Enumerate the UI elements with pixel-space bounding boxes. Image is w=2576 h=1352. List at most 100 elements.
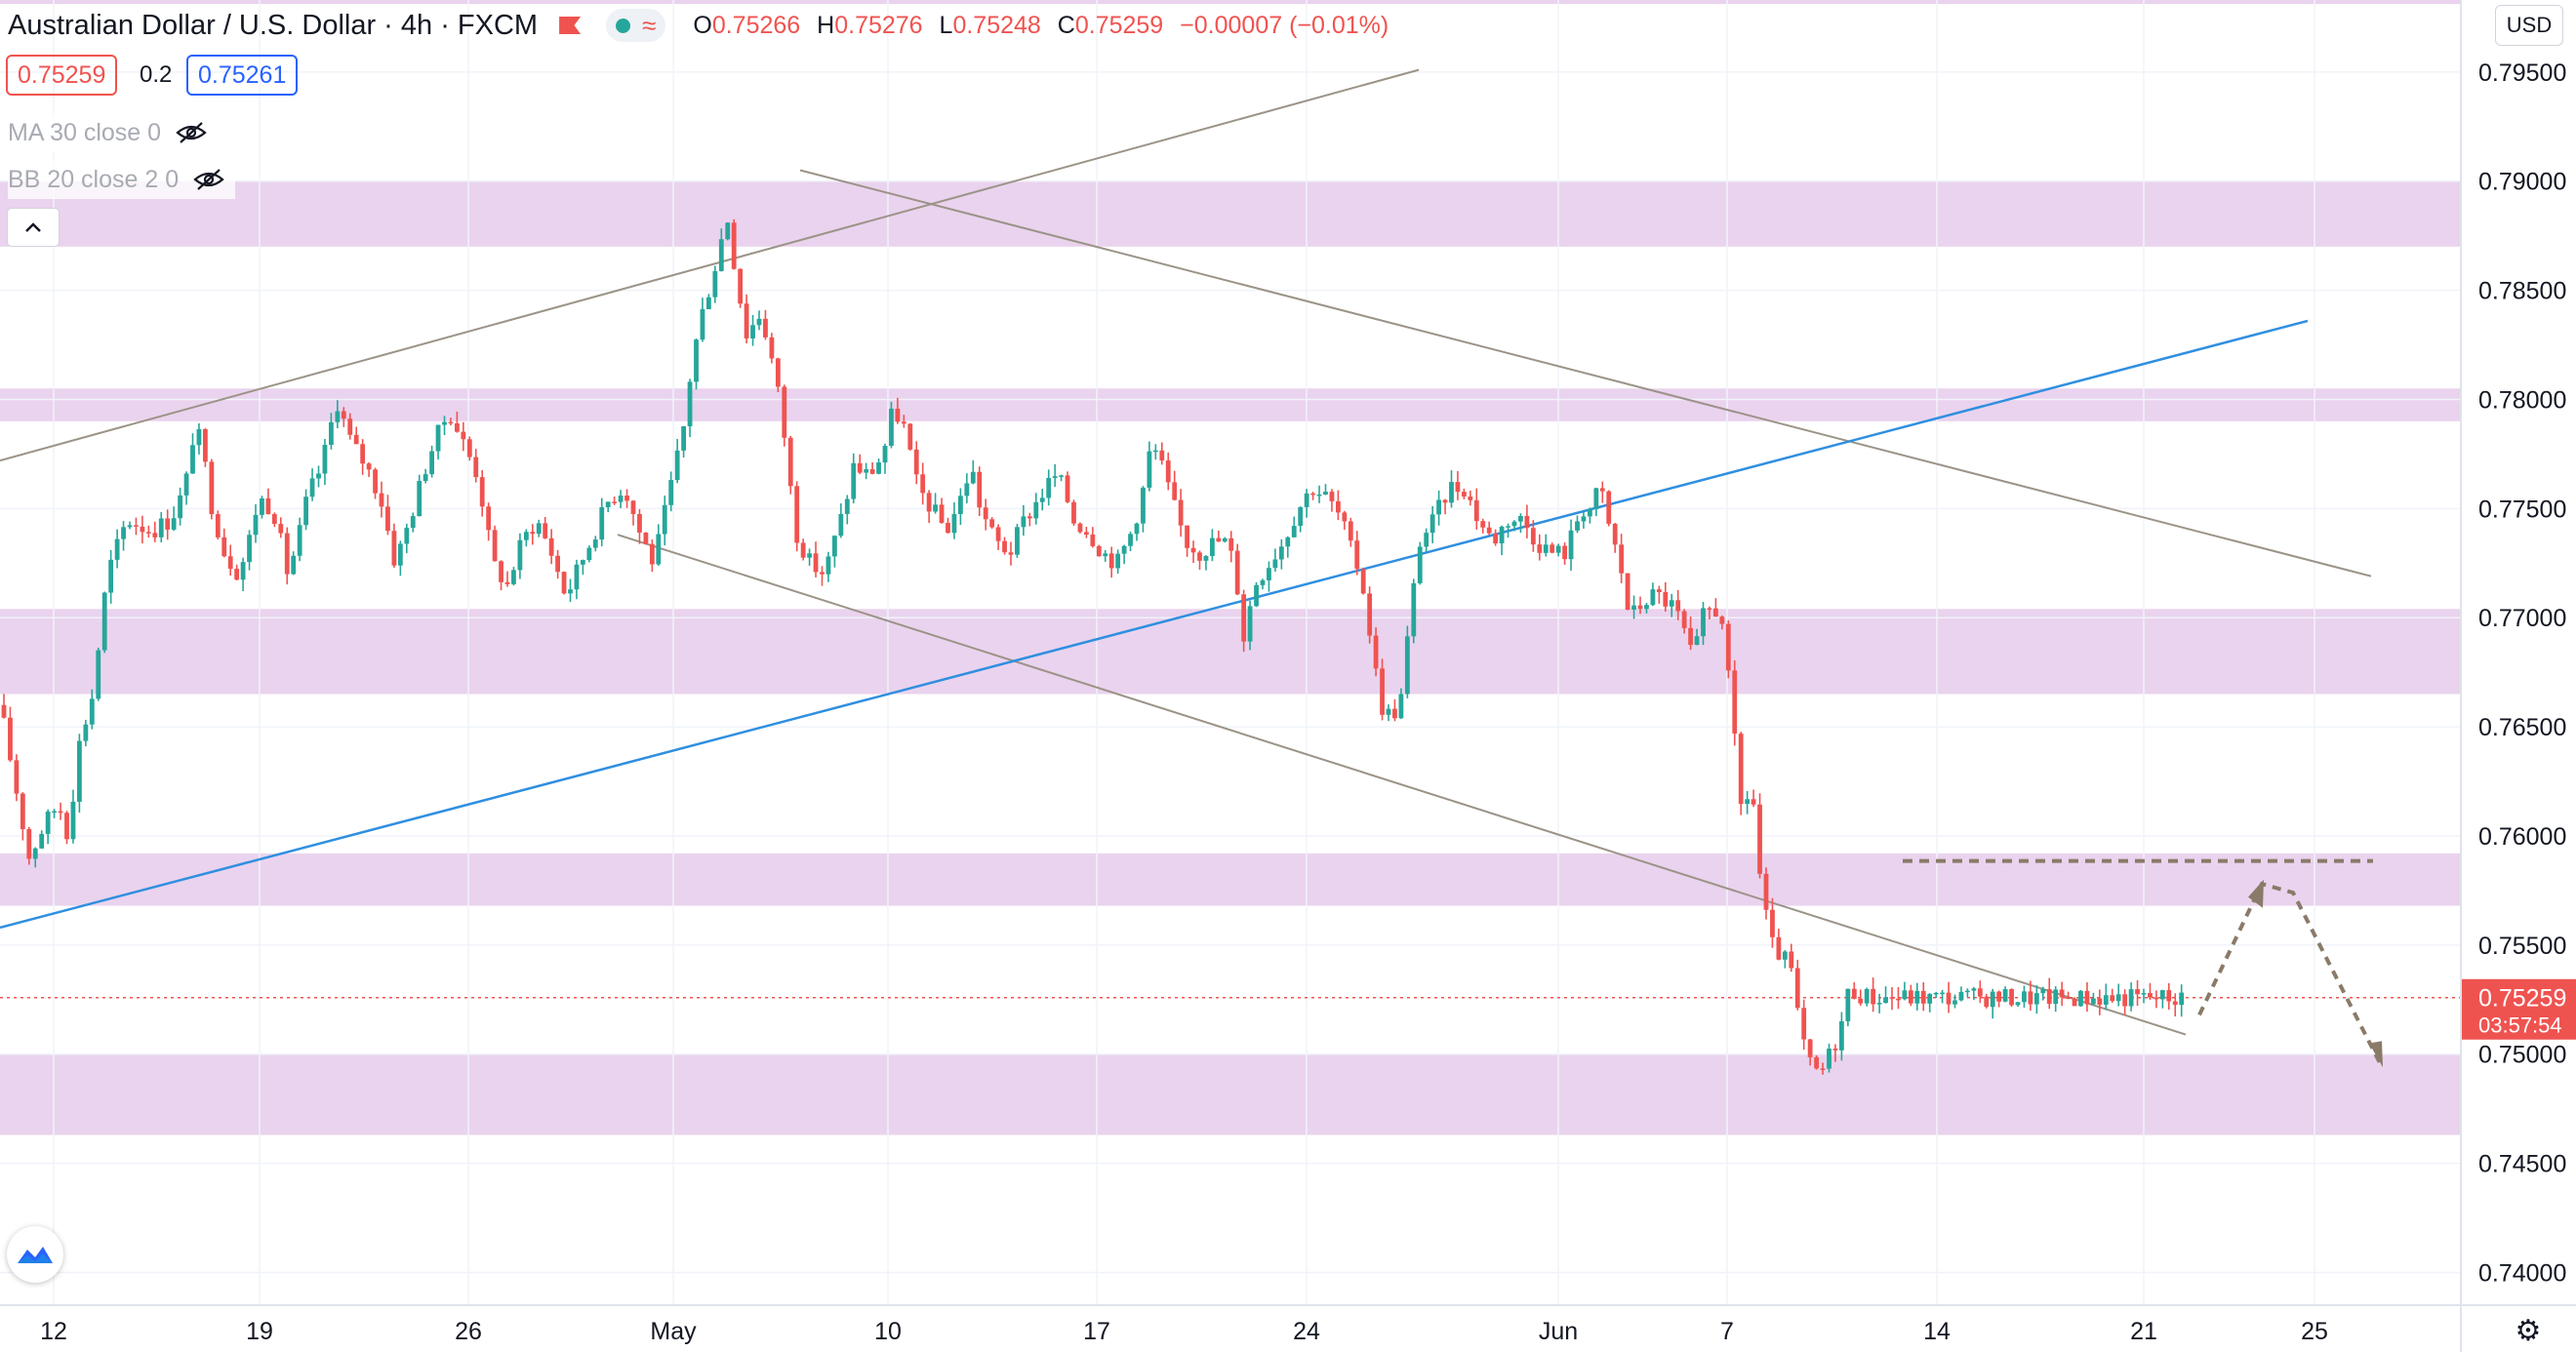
channel-lower-line: [617, 534, 2187, 1036]
candle-body: [1429, 514, 1435, 534]
status-pill[interactable]: ≈: [606, 9, 666, 42]
candle-body: [1442, 499, 1448, 503]
forecast-arrowhead-up: [2248, 879, 2264, 908]
candle-body: [1342, 512, 1348, 522]
hidden-eye-icon[interactable]: [192, 168, 225, 191]
candle-body: [1291, 526, 1297, 537]
candle-body: [612, 501, 618, 503]
candle-body: [1588, 508, 1592, 517]
candle-body: [1575, 521, 1580, 531]
candle-body: [1864, 988, 1870, 1004]
y-tick-label: 0.77000: [2478, 605, 2566, 632]
candle-body: [1619, 544, 1625, 574]
currency-button[interactable]: USD: [2495, 5, 2563, 46]
candle-body: [1178, 499, 1184, 526]
x-tick-label: 7: [1720, 1318, 1734, 1345]
candle-body: [1096, 545, 1102, 557]
candle-body: [1449, 482, 1454, 503]
change-value: −0.00007 (−0.01%): [1180, 11, 1389, 39]
candle-body: [360, 444, 366, 464]
candle-body: [1794, 968, 1800, 1009]
candle-body: [1506, 526, 1510, 528]
candle-body: [1499, 526, 1505, 544]
candle-body: [1650, 589, 1656, 606]
candle-body: [1234, 550, 1240, 595]
last-price-tag: [2462, 978, 2576, 1040]
candle-body: [183, 473, 189, 496]
candle-body: [442, 421, 447, 425]
settings-gear-icon[interactable]: ⚙: [2515, 1314, 2542, 1347]
candle-body: [291, 555, 297, 575]
tradingview-logo-icon[interactable]: [7, 1226, 63, 1283]
candle-body: [1455, 482, 1461, 493]
candle-body: [77, 740, 82, 802]
candle-body: [1172, 482, 1178, 500]
candle-body: [1688, 627, 1693, 646]
low-value: 0.75248: [952, 11, 1041, 39]
candle-body: [599, 506, 605, 540]
candle-body: [1946, 992, 1952, 1005]
candle-body: [1518, 515, 1523, 522]
candle-body: [215, 514, 221, 537]
symbol-title[interactable]: Australian Dollar / U.S. Dollar · 4h · F…: [8, 9, 539, 41]
candle-body: [2110, 995, 2115, 1002]
candle-body: [1933, 992, 1939, 995]
channel-resistance-line: [799, 169, 2372, 577]
buy-price-button[interactable]: 0.75261: [186, 55, 299, 96]
candle-body: [366, 463, 372, 470]
approx-icon: ≈: [642, 10, 657, 40]
candle-body: [1814, 1056, 1819, 1069]
candle-body: [1367, 593, 1373, 636]
x-tick-label: May: [650, 1318, 697, 1345]
candle-body: [1876, 1003, 1882, 1005]
candle-body: [970, 471, 976, 484]
candle-body: [1272, 559, 1278, 569]
candle-body: [2135, 989, 2140, 995]
candle-body: [1185, 525, 1189, 548]
candle-body: [492, 530, 498, 562]
candle-body: [750, 325, 755, 338]
candle-body: [297, 525, 302, 556]
candle-body: [787, 437, 793, 487]
candle-body: [643, 532, 649, 544]
zone-1: [0, 388, 2461, 421]
candle-body: [410, 516, 416, 529]
indicator-bb[interactable]: BB 20 close 2 0: [8, 160, 236, 199]
candle-body: [1247, 606, 1253, 642]
candle-body: [121, 527, 126, 539]
candle-body: [260, 497, 264, 515]
zone-0: [0, 180, 2461, 247]
candle-body: [178, 495, 182, 519]
candle-body: [335, 411, 341, 422]
candle-body: [341, 411, 346, 419]
zone-3: [0, 853, 2461, 906]
candle-body: [561, 572, 567, 594]
candle-body: [2153, 997, 2159, 1000]
candle-body: [1550, 544, 1555, 553]
candle-body: [1581, 516, 1587, 522]
candle-body: [1033, 501, 1039, 519]
candle-body: [1141, 487, 1146, 524]
indicator-ma[interactable]: MA 30 close 0: [8, 113, 219, 152]
candle-body: [385, 506, 390, 532]
candle-body: [1039, 497, 1045, 502]
candle-body: [1203, 556, 1209, 561]
candle-body: [2053, 989, 2059, 1005]
candle-body: [2159, 990, 2165, 1000]
hidden-eye-icon[interactable]: [175, 121, 208, 144]
candle-body: [2046, 989, 2052, 1005]
candle-body: [89, 698, 95, 725]
candle-body: [794, 486, 800, 543]
candle-body: [744, 303, 749, 338]
sell-price-button[interactable]: 0.75259: [6, 55, 118, 96]
collapse-legend-button[interactable]: [7, 208, 60, 247]
candle-body: [45, 811, 51, 834]
x-tick-label: 19: [246, 1318, 273, 1345]
candle-body: [2141, 993, 2147, 995]
flag-icon[interactable]: [559, 17, 582, 34]
candle-body: [1713, 608, 1718, 617]
candle-body: [1593, 488, 1599, 509]
candle-body: [134, 525, 139, 527]
candle-body: [1026, 516, 1032, 519]
